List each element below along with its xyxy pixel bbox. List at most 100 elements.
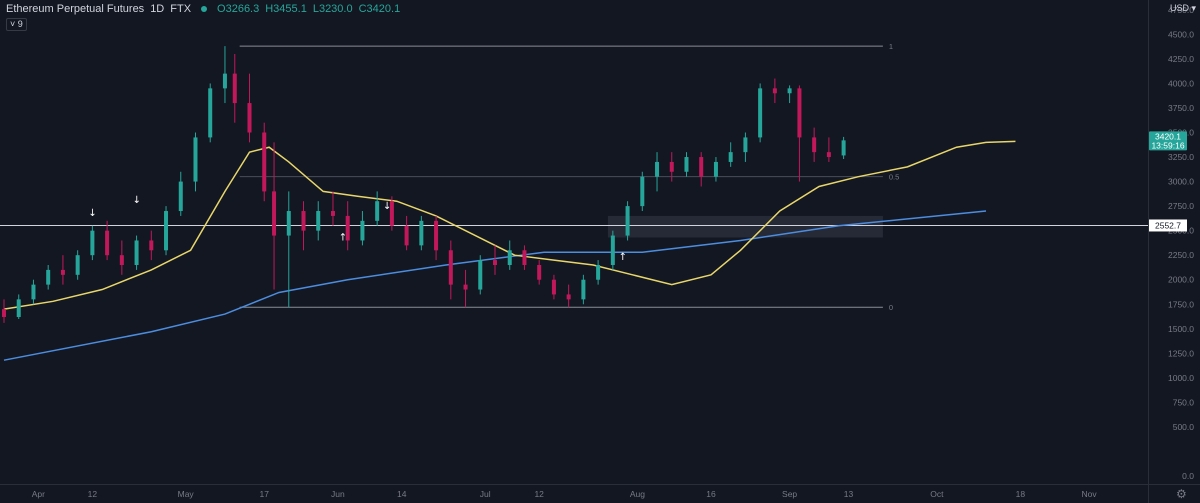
candle-body [537, 264, 542, 280]
candle-body [812, 137, 817, 153]
ohlc-open: O3266.3 [217, 3, 260, 15]
price-tick-label: 4000.0 [1168, 78, 1194, 88]
candle-body [669, 161, 674, 172]
candle-body [404, 225, 409, 246]
candle-body [507, 250, 512, 265]
time-tick-label: 12 [534, 489, 544, 499]
indicators-count: 9 [17, 19, 23, 29]
candle-body [522, 250, 527, 265]
price-axis[interactable] [1148, 0, 1200, 484]
candle-body [178, 181, 183, 212]
candle-body [596, 264, 601, 280]
candle-body [787, 88, 792, 94]
price-tick-label: 3000.0 [1168, 177, 1194, 187]
time-tick-label: Jul [480, 489, 491, 499]
price-tick-label: 4250.0 [1168, 54, 1194, 64]
time-tick-label: 12 [88, 489, 98, 499]
exchange-label: FTX [170, 3, 192, 15]
price-tick-label: 2000.0 [1168, 275, 1194, 285]
bar-countdown-label: 13:59:16 [1151, 140, 1184, 150]
candle-body [375, 201, 380, 221]
price-tick-label: 2750.0 [1168, 201, 1194, 211]
time-tick-label: Apr [32, 489, 45, 499]
candle-body [493, 260, 497, 265]
candle-body [330, 211, 335, 216]
candle-body [448, 250, 453, 285]
settings-gear-icon[interactable]: ⚙ [1176, 487, 1187, 501]
candle-body [655, 161, 660, 177]
candle-body [610, 235, 615, 265]
chart-pane[interactable] [0, 0, 1148, 484]
market-status-icon [201, 6, 208, 12]
candle-body [743, 137, 748, 153]
hline-price-label: 2552.7 [1155, 220, 1181, 230]
candle-body [581, 279, 586, 300]
candle-body [193, 137, 198, 182]
candle-body [286, 211, 291, 236]
fib-level-label: 1 [889, 42, 893, 51]
chevron-down-icon: ˅ [10, 19, 16, 29]
price-tick-label: 750.0 [1173, 397, 1195, 407]
candle-body [316, 211, 321, 231]
time-tick-label: Oct [930, 489, 944, 499]
time-axis[interactable] [0, 484, 1148, 503]
price-tick-label: 2250.0 [1168, 250, 1194, 260]
time-tick-label: 18 [1016, 489, 1026, 499]
time-tick-label: 17 [259, 489, 269, 499]
time-tick-label: 14 [397, 489, 407, 499]
arrow-up-icon: ↑ [619, 252, 627, 263]
candle-body [345, 215, 350, 241]
candle-body [728, 152, 733, 162]
currency-button[interactable]: USD ▾ [1170, 3, 1196, 14]
candle-body [60, 269, 65, 275]
candle-body [262, 132, 267, 192]
candle-body [208, 88, 213, 138]
chart-legend: Ethereum Perpetual Futures 1D FTX O3266.… [6, 3, 400, 15]
candle-body [797, 88, 802, 138]
price-tick-label: 1500.0 [1168, 324, 1194, 334]
candle-body [301, 211, 306, 231]
ohlc-high: H3455.1 [265, 3, 307, 15]
interval-label[interactable]: 1D [150, 3, 165, 15]
price-tick-label: 1250.0 [1168, 348, 1194, 358]
chevron-down-icon: ▾ [1191, 3, 1197, 13]
time-tick-label: May [178, 489, 195, 499]
candle-body [247, 103, 252, 133]
candle-body [566, 294, 571, 300]
candle-body [758, 88, 763, 138]
candle-body [149, 240, 154, 251]
arrow-up-icon: ↑ [339, 232, 347, 243]
candle-body [478, 260, 483, 290]
price-tick-label: 3250.0 [1168, 152, 1194, 162]
candle-body [90, 230, 95, 256]
fib-level-label: 0.5 [889, 173, 899, 182]
currency-label: USD [1170, 3, 1190, 13]
candle-body [75, 255, 80, 275]
arrow-down-icon: ↓ [383, 201, 391, 212]
ohlc-low: L3230.0 [312, 3, 353, 15]
candle-body [232, 73, 237, 104]
candle-body [841, 140, 846, 156]
current-price-label: 3420.1 [1155, 131, 1181, 141]
candle-body [119, 255, 124, 265]
time-tick-label: 16 [706, 489, 716, 499]
candle-body [772, 88, 777, 94]
candle-body [164, 211, 169, 251]
price-tick-label: 3750.0 [1168, 103, 1194, 113]
price-tick-label: 4500.0 [1168, 29, 1194, 39]
symbol-name[interactable]: Ethereum Perpetual Futures [6, 3, 145, 15]
candle-body [434, 220, 439, 251]
hline-price-badge [1149, 219, 1187, 232]
indicators-toggle-button[interactable]: ˅ 9 [6, 18, 27, 31]
arrow-down-icon: ↓ [133, 195, 141, 206]
time-tick-label: Sep [782, 489, 797, 499]
ohlc-close: C3420.1 [358, 3, 401, 15]
candle-body [463, 284, 468, 290]
candle-body [360, 220, 365, 241]
candle-body [105, 230, 110, 256]
candle-body [46, 269, 51, 285]
axis-corner [1148, 484, 1200, 503]
time-tick-label: Nov [1082, 489, 1098, 499]
price-tick-label: 1750.0 [1168, 299, 1194, 309]
